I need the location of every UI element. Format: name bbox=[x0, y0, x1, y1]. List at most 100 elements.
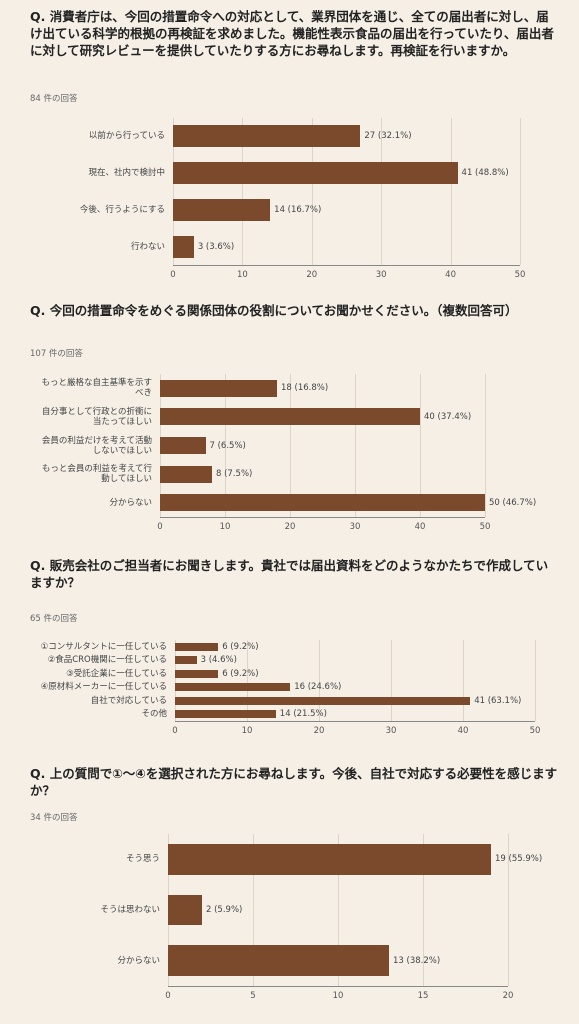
grid-line bbox=[319, 640, 320, 721]
x-tick-label: 20 bbox=[306, 270, 318, 280]
x-tick-label: 5 bbox=[250, 991, 256, 1001]
question-title: Q. 消費者庁は、今回の措置命令への対応として、業界団体を通じ、全ての届出者に対… bbox=[30, 9, 554, 58]
response-count: 107 件の回答 bbox=[30, 349, 83, 359]
x-tick-label: 20 bbox=[502, 991, 514, 1001]
category-label: 現在、社内で検討中 bbox=[88, 168, 165, 179]
grid-line bbox=[391, 640, 392, 721]
bar bbox=[175, 710, 276, 719]
value-label: 6 (9.2%) bbox=[222, 641, 259, 652]
category-label: 会員の利益だけを考えて活動しないでほしい bbox=[41, 435, 152, 456]
category-label: ①コンサルタントに一任している bbox=[40, 641, 167, 652]
category-label: 自分事として行政との折衝に当たってほしい bbox=[41, 406, 152, 427]
value-label: 18 (16.8%) bbox=[281, 383, 329, 394]
value-label: 2 (5.9%) bbox=[206, 905, 243, 915]
bar bbox=[160, 436, 206, 455]
response-count: 84 件の回答 bbox=[30, 94, 78, 104]
x-tick-label: 50 bbox=[514, 270, 526, 280]
x-axis bbox=[175, 721, 535, 722]
value-label: 14 (21.5%) bbox=[279, 709, 327, 720]
value-label: 40 (37.4%) bbox=[424, 411, 472, 422]
x-tick-label: 0 bbox=[165, 991, 171, 1001]
value-label: 27 (32.1%) bbox=[364, 131, 412, 142]
x-tick-label: 50 bbox=[529, 726, 541, 736]
grid-line bbox=[225, 374, 226, 517]
value-label: 41 (63.1%) bbox=[474, 695, 522, 706]
grid-line bbox=[175, 640, 176, 721]
grid-line bbox=[520, 118, 521, 265]
x-tick-label: 0 bbox=[172, 726, 178, 736]
value-label: 13 (38.2%) bbox=[393, 955, 441, 966]
category-label: その他 bbox=[141, 709, 167, 720]
bar bbox=[160, 494, 485, 512]
category-label: 分からない bbox=[109, 497, 152, 508]
x-tick-label: 10 bbox=[236, 270, 248, 280]
bar bbox=[160, 465, 212, 483]
x-tick-label: 40 bbox=[457, 726, 469, 736]
value-label: 50 (46.7%) bbox=[489, 497, 537, 508]
bar bbox=[175, 642, 219, 651]
response-count: 34 件の回答 bbox=[30, 813, 78, 823]
category-label: ④原材料メーカーに一任している bbox=[40, 682, 167, 693]
value-label: 14 (16.7%) bbox=[274, 204, 322, 215]
grid-line bbox=[311, 118, 313, 265]
grid-line bbox=[242, 118, 244, 265]
grid-line bbox=[423, 834, 424, 986]
bar bbox=[175, 696, 471, 705]
question-title: Q. 上の質問で①〜④を選択された方にお尋ねします。今後、自社で対応する必要性を… bbox=[30, 766, 558, 798]
grid-line bbox=[290, 374, 291, 517]
bar bbox=[168, 844, 491, 875]
value-label: 3 (4.6%) bbox=[200, 655, 237, 666]
x-tick-label: 40 bbox=[445, 270, 456, 280]
x-tick-label: 15 bbox=[417, 991, 429, 1001]
category-label: 分からない bbox=[117, 955, 160, 966]
value-label: 8 (7.5%) bbox=[216, 469, 253, 480]
grid-line bbox=[381, 118, 383, 265]
value-label: 3 (3.6%) bbox=[197, 241, 235, 252]
value-label: 16 (24.6%) bbox=[294, 682, 342, 693]
x-tick-label: 0 bbox=[170, 270, 176, 280]
x-tick-label: 30 bbox=[375, 270, 387, 280]
category-label: ③受託企業に一任している bbox=[66, 668, 167, 679]
x-tick-label: 20 bbox=[313, 726, 325, 736]
x-tick-label: 50 bbox=[479, 522, 491, 532]
category-label: そうは思わない bbox=[100, 905, 160, 915]
x-tick-label: 10 bbox=[332, 991, 344, 1001]
grid-line bbox=[450, 118, 452, 265]
x-tick-label: 30 bbox=[385, 726, 397, 736]
grid-line bbox=[535, 640, 536, 721]
x-tick-label: 30 bbox=[349, 522, 361, 532]
category-label: 今後、行うようにする bbox=[79, 204, 165, 215]
x-axis bbox=[173, 265, 520, 266]
category-label: 行わない bbox=[130, 241, 165, 252]
bar bbox=[173, 162, 458, 185]
bar bbox=[168, 945, 389, 976]
category-label: もっと会員の利益を考えて行動してほしい bbox=[41, 464, 152, 485]
x-axis bbox=[160, 517, 485, 518]
x-axis bbox=[168, 986, 508, 987]
grid-line bbox=[338, 834, 339, 986]
grid-line bbox=[485, 374, 486, 517]
x-tick-label: 0 bbox=[157, 522, 163, 532]
bar bbox=[175, 656, 197, 665]
category-label: 自社で対応している bbox=[90, 695, 167, 706]
x-tick-label: 40 bbox=[414, 522, 426, 532]
grid-line bbox=[355, 374, 356, 517]
x-tick-label: 10 bbox=[219, 522, 231, 532]
grid-line bbox=[247, 640, 248, 721]
category-label: 以前から行っている bbox=[88, 131, 165, 142]
bar bbox=[175, 683, 291, 692]
grid-line bbox=[173, 118, 174, 265]
bar bbox=[160, 408, 420, 426]
category-label: そう思う bbox=[125, 854, 160, 865]
category-label: ②食品CRO機関に一任している bbox=[47, 655, 167, 666]
response-count: 65 件の回答 bbox=[30, 614, 78, 624]
value-label: 41 (48.8%) bbox=[461, 168, 509, 179]
bar bbox=[175, 669, 219, 678]
grid-line bbox=[463, 640, 464, 721]
x-tick-label: 10 bbox=[241, 726, 253, 736]
bar bbox=[168, 894, 202, 926]
x-tick-label: 20 bbox=[284, 522, 296, 532]
value-label: 7 (6.5%) bbox=[209, 440, 246, 451]
question-title: Q. 販売会社のご担当者にお聞きします。貴社では届出資料をどのようなかたちで作成… bbox=[30, 558, 549, 590]
